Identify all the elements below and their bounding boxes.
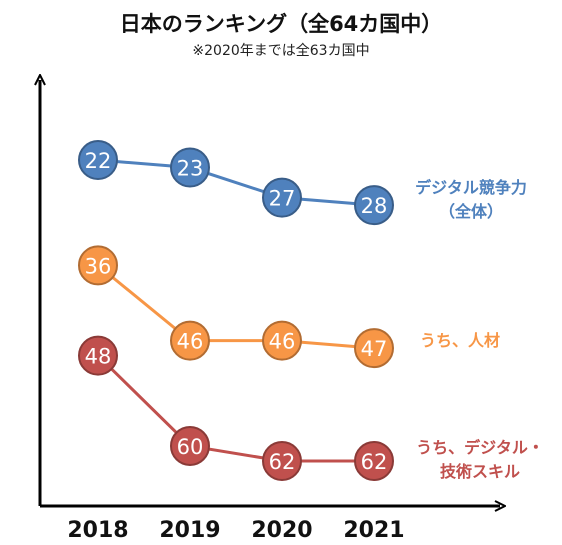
data-point — [170, 320, 210, 361]
data-point — [354, 441, 394, 481]
series-label-line: （全体） — [438, 202, 503, 221]
data-point — [354, 185, 394, 226]
data-label: 62 — [269, 450, 296, 474]
data-point — [262, 441, 302, 481]
series-line — [97, 264, 375, 350]
x-tick-label: 2021 — [343, 518, 404, 543]
x-tick-label: 2020 — [251, 518, 312, 543]
series-label-line: うち、人材 — [419, 331, 500, 350]
data-point — [78, 335, 118, 376]
data-point — [354, 328, 394, 369]
series-label-line: 技術スキル — [439, 462, 520, 481]
series-label-line: デジタル競争力 — [415, 178, 527, 197]
data-label: 36 — [85, 254, 112, 278]
data-label: 60 — [177, 435, 204, 459]
data-point — [262, 320, 302, 361]
series-label-digital-skills: うち、デジタル・ 技術スキル — [400, 436, 560, 484]
chart-subtitle: ※2020年までは全63カ国中 — [192, 43, 370, 59]
data-label: 47 — [361, 337, 388, 361]
series-label-talent: うち、人材 — [400, 329, 520, 353]
series-label-digital-competitiveness: デジタル競争力 （全体） — [386, 176, 556, 224]
data-label: 46 — [269, 330, 296, 354]
data-point — [170, 147, 210, 188]
x-tick-label: 2019 — [159, 518, 220, 543]
data-point — [170, 425, 210, 466]
data-label: 28 — [361, 194, 388, 218]
data-point — [78, 140, 118, 180]
data-label: 27 — [269, 187, 296, 211]
data-point — [262, 177, 302, 218]
data-point — [78, 245, 118, 286]
series-line — [96, 354, 374, 463]
data-label: 46 — [177, 330, 204, 354]
data-label: 23 — [177, 157, 204, 181]
series-line — [97, 158, 375, 207]
chart-title: 日本のランキング（全64カ国中） — [119, 12, 443, 36]
data-label: 48 — [85, 345, 112, 369]
x-tick-label: 2018 — [67, 518, 128, 543]
data-label: 22 — [85, 149, 112, 173]
data-label: 62 — [361, 450, 388, 474]
series-label-line: うち、デジタル・ — [416, 438, 544, 457]
